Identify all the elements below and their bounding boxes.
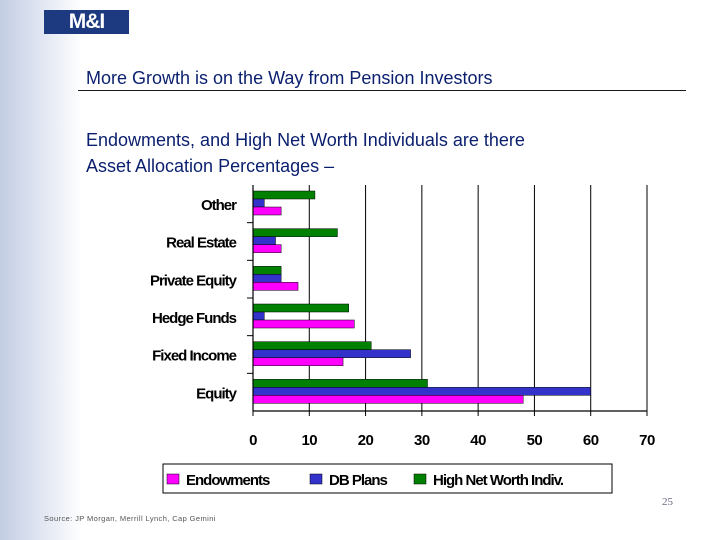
plot-area <box>253 185 647 411</box>
company-logo: M&I <box>44 10 129 34</box>
category-label: Fixed Income <box>152 348 237 365</box>
category-label: Other <box>201 197 237 214</box>
bar-high-net-worth-indiv-fixed-income <box>252 341 372 350</box>
legend-label: Endowments <box>186 472 270 489</box>
bar-db-plans-hedge-funds <box>252 311 265 321</box>
page-number: 25 <box>662 496 673 508</box>
category-label: Real Estate <box>166 235 237 252</box>
bar-endowments-equity <box>252 395 524 404</box>
x-tick-label: 50 <box>527 432 543 449</box>
bar-db-plans-fixed-income <box>252 349 411 358</box>
bar-endowments-other <box>252 206 282 216</box>
bar-high-net-worth-indiv-hedge-funds <box>252 303 349 313</box>
bar-high-net-worth-indiv-other <box>252 190 316 200</box>
subtitle-line-1: Endowments, and High Net Worth Individua… <box>86 130 525 150</box>
bar-db-plans-private-equity <box>252 274 282 283</box>
bar-db-plans-other <box>252 198 265 208</box>
logo-text: M&I <box>68 10 106 33</box>
title-underline <box>78 90 686 91</box>
x-tick-label: 30 <box>414 432 430 449</box>
slide-subtitle: Endowments, and High Net Worth Individua… <box>86 127 525 179</box>
legend-swatch <box>413 473 427 485</box>
x-tick-label: 40 <box>470 432 486 449</box>
legend-swatch <box>166 473 180 485</box>
bar-endowments-hedge-funds <box>252 319 355 329</box>
bar-endowments-real-estate <box>252 244 282 253</box>
category-label: Private Equity <box>150 272 238 289</box>
bar-db-plans-equity <box>252 387 591 396</box>
category-label: Equity <box>196 385 237 402</box>
bar-high-net-worth-indiv-equity <box>252 379 428 388</box>
bar-high-net-worth-indiv-real-estate <box>252 228 338 237</box>
slide-title: More Growth is on the Way from Pension I… <box>86 68 493 88</box>
bar-db-plans-real-estate <box>252 236 276 245</box>
legend-label: High Net Worth Indiv. <box>433 472 564 489</box>
x-tick-label: 20 <box>358 432 374 449</box>
x-tick-label: 10 <box>301 432 317 449</box>
subtitle-line-2: Asset Allocation Percentages – <box>86 156 335 176</box>
x-tick-label: 70 <box>639 432 655 449</box>
legend-box <box>162 463 613 494</box>
source-note: Source: JP Morgan, Merrill Lynch, Cap Ge… <box>44 514 216 523</box>
bar-endowments-private-equity <box>252 282 299 291</box>
legend-label: DB Plans <box>329 472 388 489</box>
x-tick-label: 60 <box>583 432 599 449</box>
bar-endowments-fixed-income <box>252 357 344 366</box>
left-gradient-band <box>0 0 82 540</box>
bar-high-net-worth-indiv-private-equity <box>252 266 282 275</box>
x-tick-label: 0 <box>249 432 257 449</box>
category-label: Hedge Funds <box>152 310 237 327</box>
legend-swatch <box>309 473 323 485</box>
